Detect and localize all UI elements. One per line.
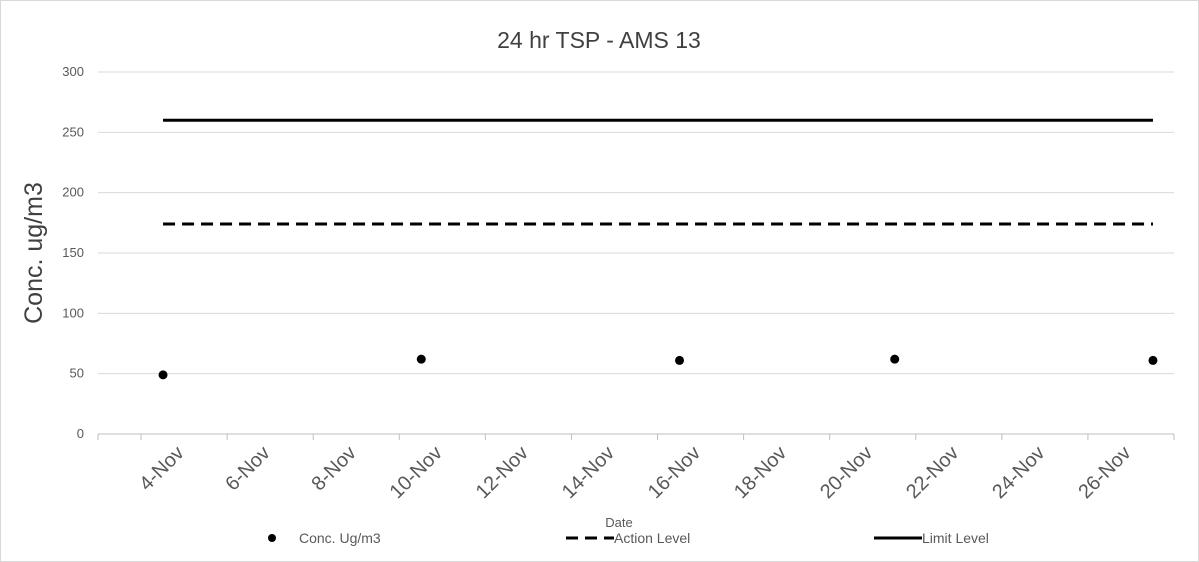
y-tick-label: 300	[62, 64, 84, 79]
gridlines	[98, 71, 1174, 375]
series-layer	[158, 118, 1158, 380]
y-tick-label: 50	[70, 366, 84, 381]
y-tick-label: 150	[62, 245, 84, 260]
y-tick-label: 100	[62, 305, 84, 320]
chart-title: 24 hr TSP - AMS 13	[497, 27, 701, 53]
data-point	[890, 354, 900, 364]
y-tick-label: 250	[62, 124, 84, 139]
legend-label: Conc. Ug/m3	[299, 530, 381, 546]
data-point	[675, 355, 685, 365]
y-tick-label: 0	[77, 426, 84, 441]
data-point	[416, 354, 426, 364]
legend-label: Limit Level	[922, 530, 989, 546]
legend-marker-point	[268, 534, 276, 542]
data-point	[1148, 355, 1158, 365]
y-tick-label: 200	[62, 185, 84, 200]
data-point	[158, 370, 168, 380]
legend-label: Action Level	[614, 530, 690, 546]
legend: Conc. Ug/m3 Action Level Limit Level	[268, 530, 989, 546]
x-axis-label: Date	[605, 515, 632, 530]
y-axis-label: Conc. ug/m3	[20, 182, 48, 324]
